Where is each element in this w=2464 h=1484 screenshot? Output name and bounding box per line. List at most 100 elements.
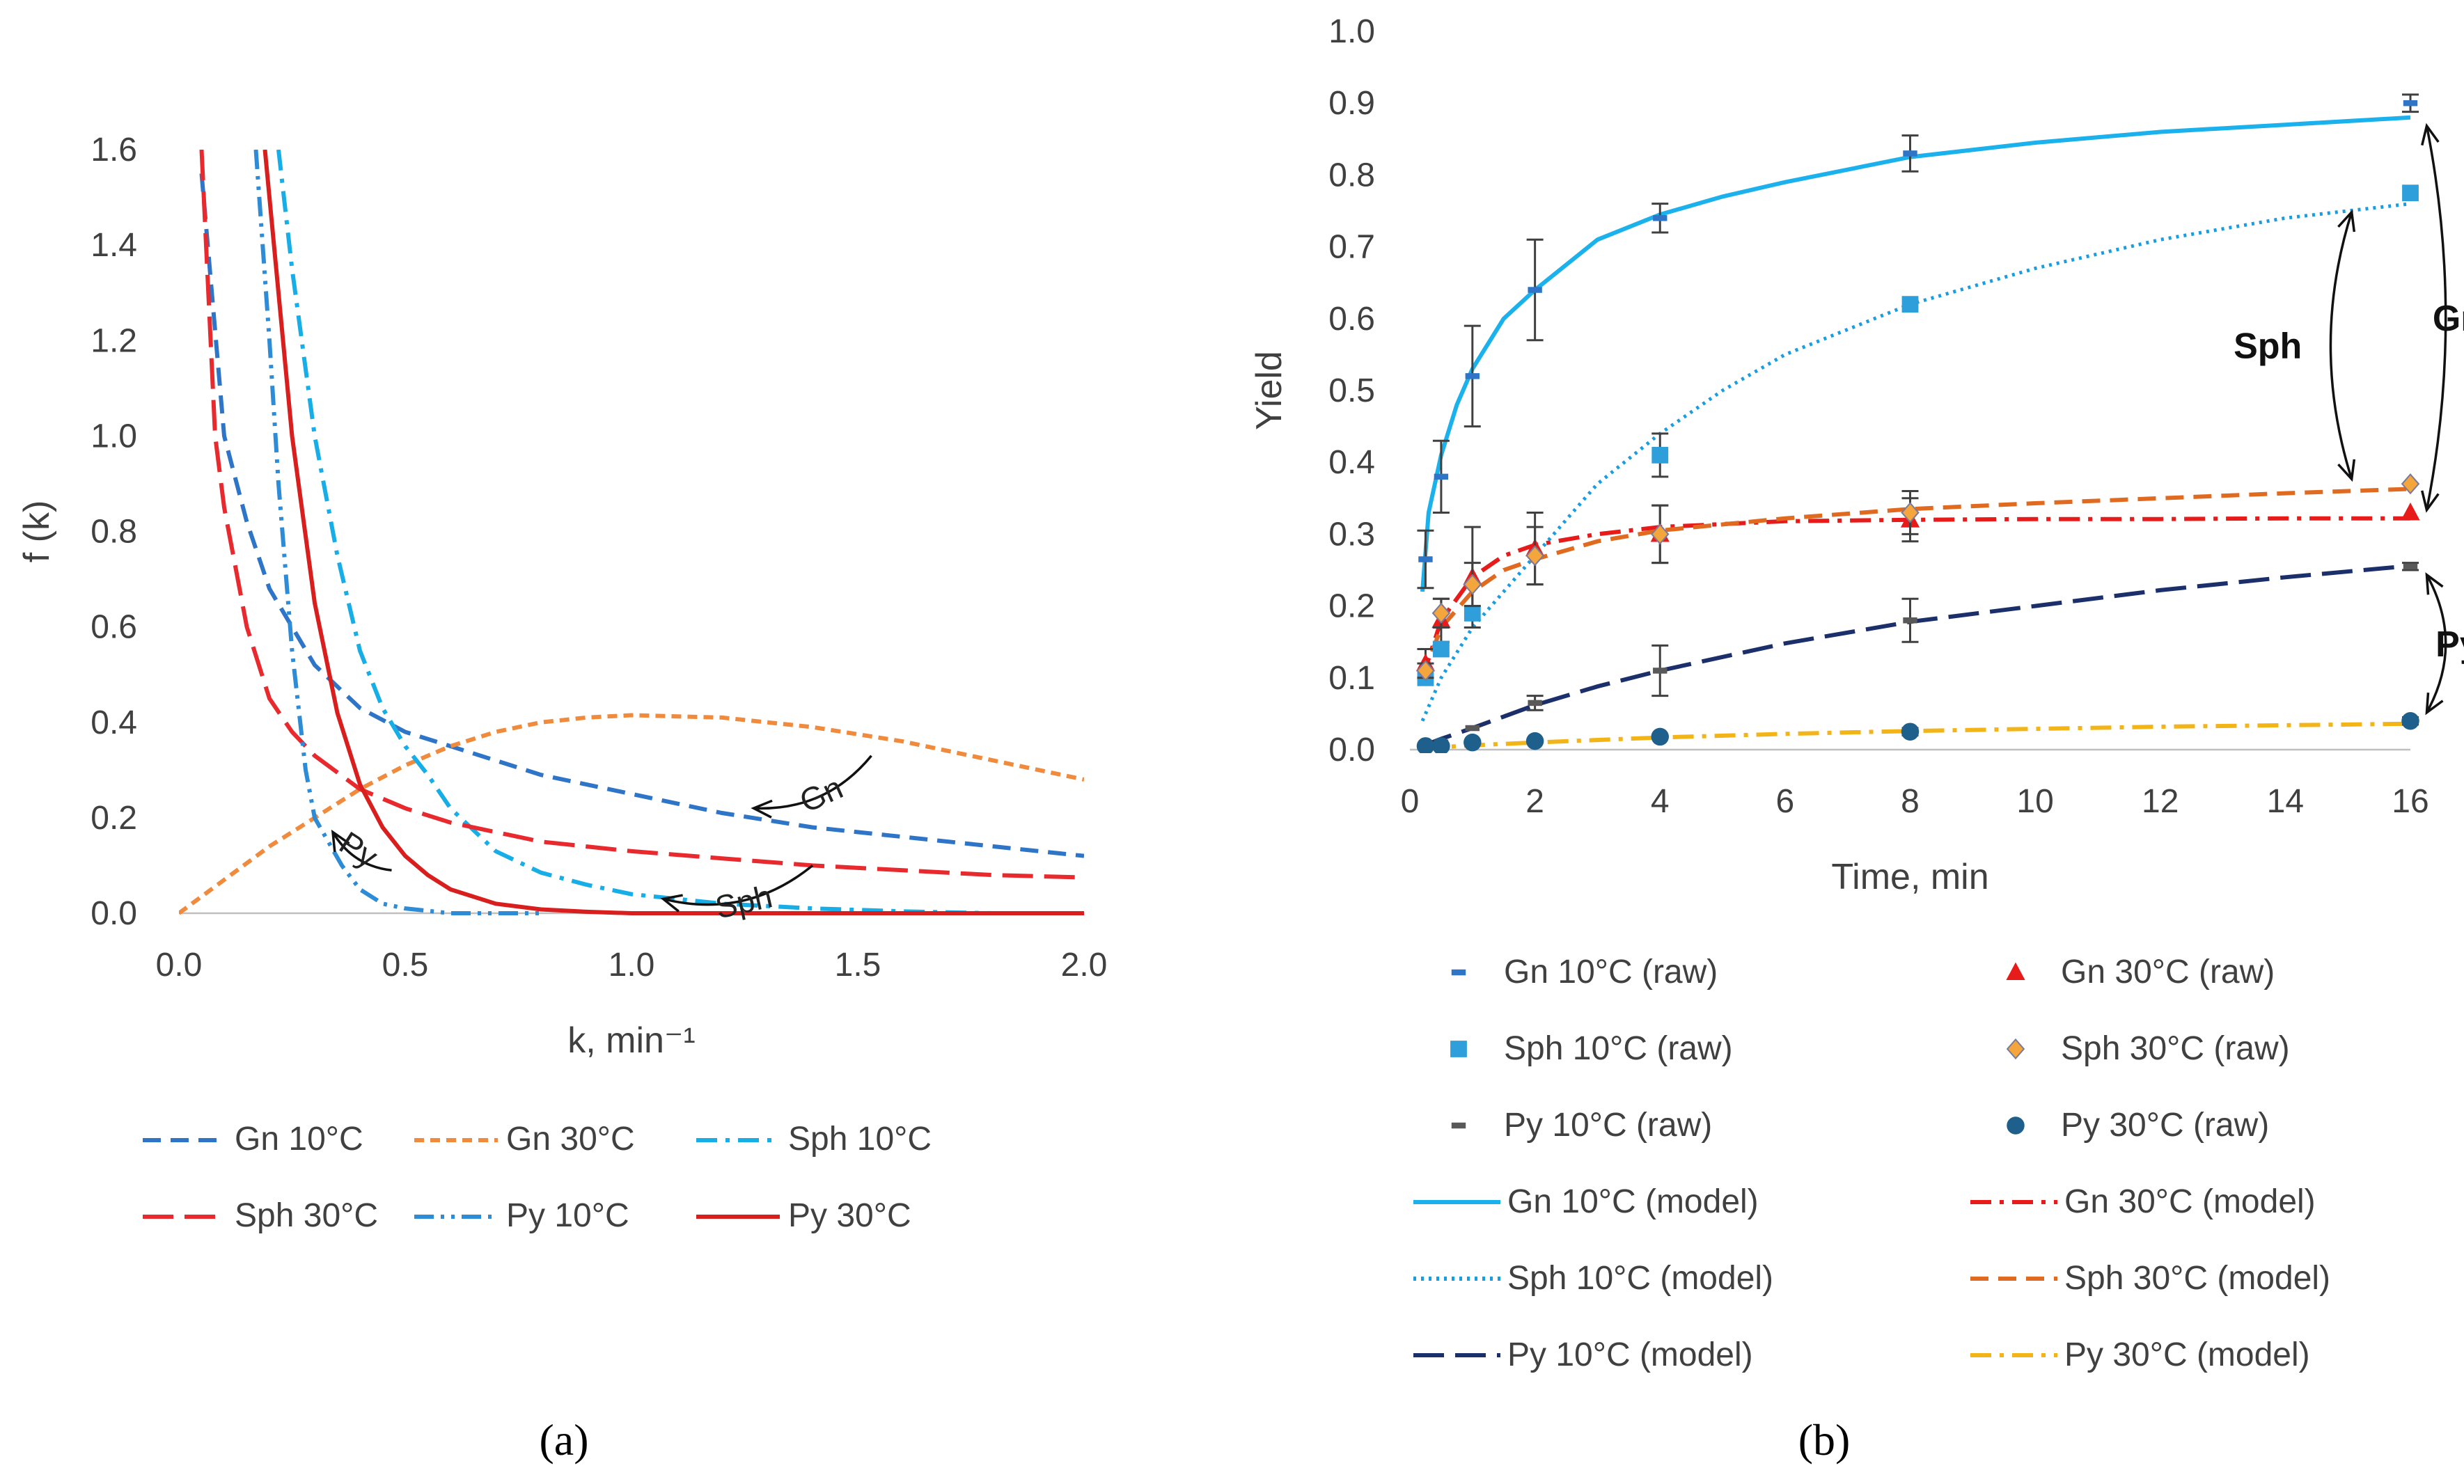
- annotation-arrow-py: [2425, 574, 2447, 713]
- x-tick-label: 6: [1776, 783, 1795, 820]
- plot-area: [1415, 93, 2420, 753]
- data-point-py-10c-raw: [1528, 700, 1542, 707]
- y-axis-title: f (k): [17, 500, 57, 563]
- y-tick-label: 0.6: [1328, 301, 1375, 338]
- legend-marker-py-30c-raw: [2007, 1116, 2025, 1135]
- data-point-py-30c-raw: [1651, 727, 1669, 746]
- data-point-py-30c-raw: [1464, 733, 1482, 752]
- panel-a-chart: 0.0 0.5 1.0 1.5 2.0 0.0 0.2 0.4 0.6 0.8 1.0 1.2 1.4 1…: [17, 132, 1107, 1465]
- x-tick-label: 2.0: [1061, 947, 1108, 984]
- annotation-arrowhead: [2337, 209, 2356, 232]
- data-point-sph-30c-raw: [1525, 545, 1544, 567]
- legend-label-sph-30c-model: Sph 30°C (model): [2064, 1260, 2330, 1297]
- x-tick-label: 4: [1651, 783, 1670, 820]
- annotation-label-sph: Sph: [2234, 326, 2302, 367]
- y-tick-label: 0.2: [91, 800, 137, 837]
- data-point-sph-10c-raw: [2402, 184, 2419, 202]
- y-tick-label: 0.5: [1328, 372, 1375, 409]
- legend-label-py-10c-raw: Py 10°C (raw): [1504, 1107, 1712, 1144]
- legend-marker-sph-30c-raw: [2006, 1038, 2025, 1060]
- y-tick-label: 1.2: [91, 322, 137, 359]
- y-tick-label: 0.8: [1328, 157, 1375, 194]
- legend-marker-gn-30c-raw: [2006, 962, 2025, 981]
- legend-marker-py-10c-raw: [1451, 1122, 1466, 1129]
- x-tick-label: 8: [1901, 783, 1920, 820]
- y-tick-label: 0.4: [1328, 444, 1375, 481]
- legend-label-sph-10c-raw: Sph 10°C (raw): [1504, 1030, 1733, 1067]
- x-tick-label: 14: [2267, 783, 2304, 820]
- y-tick-label: 0.9: [1328, 85, 1375, 122]
- legend-label-py-30c: Py 30°C: [788, 1197, 911, 1234]
- model-line-sph-10c-model: [1420, 202, 2411, 722]
- legend-label-py-30c-model: Py 30°C (model): [2064, 1336, 2310, 1373]
- data-point-sph-10c-raw: [1464, 605, 1481, 622]
- annotation-label-sph: Sph: [712, 878, 776, 926]
- legend-label-gn-30c: Gn 30°C: [506, 1121, 635, 1158]
- x-tick-label: 0.5: [382, 947, 429, 984]
- data-point-gn-10c-raw: [2403, 100, 2418, 106]
- y-tick-label: 0.0: [1328, 732, 1375, 768]
- y-tick-label: 0.7: [1328, 229, 1375, 266]
- data-point-sph-30c-raw: [1431, 602, 1451, 624]
- data-point-py-30c-raw: [2401, 711, 2419, 730]
- model-line-py-10c-model: [1421, 563, 2411, 748]
- y-tick-label: 1.6: [91, 132, 137, 168]
- data-point-py-30c-raw: [1416, 737, 1435, 753]
- legend-label-py-10c-model: Py 10°C (model): [1507, 1336, 1753, 1373]
- model-line-gn-10c-model: [1420, 115, 2411, 592]
- x-tick-label: 2: [1525, 783, 1544, 820]
- panel-b-chart: 0 2 4 6 8 10 12 14 16 0.0 0.1 0.2 0.3 0.4 0.5 0.6 0.7 0.8…: [1249, 13, 2464, 1465]
- x-tick-label: 10: [2016, 783, 2053, 820]
- legend-label-gn-30c-model: Gn 30°C (model): [2064, 1183, 2316, 1220]
- annotation-arrowhead: [331, 829, 350, 853]
- data-point-gn-10c-raw: [1903, 150, 1917, 157]
- series-line-py-10c: [253, 150, 541, 915]
- data-point-gn-30c-raw: [2401, 502, 2420, 521]
- series-line-sph-30c: [199, 150, 1084, 880]
- data-point-py-10c-raw: [1465, 725, 1480, 732]
- annotation-arrowhead: [2421, 490, 2440, 513]
- data-point-sph-30c-raw: [2401, 473, 2420, 495]
- legend-label-sph-30c-raw: Sph 30°C (raw): [2061, 1030, 2290, 1067]
- legend-label-gn-10c: Gn 10°C: [235, 1121, 363, 1158]
- annotation-arrow-gn: [2425, 125, 2447, 511]
- data-point-gn-10c-raw: [1434, 473, 1449, 480]
- data-point-py-10c-raw: [2403, 563, 2418, 570]
- data-point-gn-10c-raw: [1465, 373, 1480, 379]
- x-axis-title: Time, min: [1831, 857, 1988, 897]
- plot-area: [179, 150, 1084, 915]
- legend-marker-sph-10c-raw: [1450, 1041, 1467, 1057]
- legend-label-sph-10c: Sph 10°C: [788, 1121, 932, 1158]
- legend-marker-gn-10c-raw: [1451, 969, 1466, 976]
- annotation-label-gn: Gn: [794, 769, 848, 819]
- y-axis-title: Yield: [1249, 351, 1289, 430]
- x-tick-label: 16: [2392, 783, 2428, 820]
- legend-label-gn-30c-raw: Gn 30°C (raw): [2061, 954, 2275, 990]
- series-line-gn-30c: [179, 713, 1084, 915]
- y-tick-label: 1.0: [1328, 13, 1375, 50]
- panel-caption-a: (a): [539, 1415, 588, 1465]
- data-point-py-10c-raw: [1903, 617, 1917, 624]
- legend-label-sph-30c: Sph 30°C: [235, 1197, 378, 1234]
- data-point-py-30c-raw: [1525, 732, 1544, 750]
- annotation-arrowhead: [751, 799, 773, 819]
- legend-label-sph-10c-model: Sph 10°C (model): [1507, 1260, 1773, 1297]
- y-tick-label: 1.4: [91, 227, 137, 264]
- y-tick-label: 0.2: [1328, 588, 1375, 625]
- x-tick-label: 1.5: [835, 947, 881, 984]
- model-line-py-30c-model: [1422, 721, 2411, 750]
- data-point-sph-30c-raw: [1416, 660, 1435, 681]
- y-tick-label: 0.0: [91, 895, 137, 932]
- annotation-label-gn: Gn: [2433, 299, 2464, 339]
- annotation-arrowhead: [2425, 693, 2444, 716]
- annotation-label-py: Py: [2435, 624, 2464, 665]
- data-point-sph-30c-raw: [1651, 523, 1670, 545]
- annotation-arrow-sph: [663, 865, 814, 906]
- annotation-arrowhead: [2421, 123, 2440, 146]
- legend-label-gn-10c-model: Gn 10°C (model): [1507, 1183, 1759, 1220]
- data-point-sph-10c-raw: [1901, 296, 1919, 313]
- annotation-arrowhead: [2337, 459, 2356, 482]
- data-point-py-10c-raw: [1653, 668, 1667, 674]
- y-tick-label: 0.8: [91, 514, 137, 551]
- x-tick-label: 0: [1401, 783, 1420, 820]
